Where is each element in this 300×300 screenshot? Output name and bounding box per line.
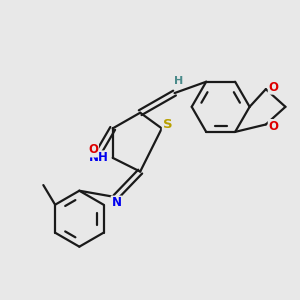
Text: O: O — [88, 143, 98, 157]
Text: N: N — [112, 196, 122, 209]
Text: S: S — [163, 118, 172, 131]
Text: NH: NH — [89, 152, 109, 164]
Text: O: O — [269, 120, 279, 133]
Text: H: H — [174, 76, 183, 86]
Text: O: O — [269, 81, 279, 94]
